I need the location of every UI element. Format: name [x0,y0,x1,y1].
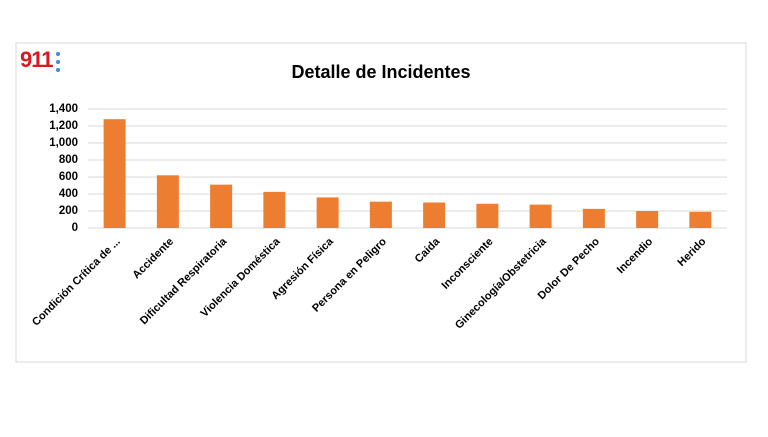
y-tick-label: 800 [59,154,78,166]
bar [103,119,126,228]
bar [369,201,392,228]
y-tick-label: 1,200 [49,120,78,132]
logo-dot [56,52,60,56]
bar [689,211,712,228]
y-tick-label: 1,400 [49,103,78,115]
y-tick-label: 600 [59,171,78,183]
bar [156,175,179,228]
bar [423,202,446,228]
y-tick-label: 200 [59,205,78,217]
y-tick-label: 400 [59,188,78,200]
bar [582,208,605,228]
logo-dot [56,68,60,72]
y-tick-label: 0 [72,222,78,234]
bar [529,204,552,228]
bar [316,197,339,228]
bar [263,191,286,228]
y-tick-label: 1,000 [49,137,78,149]
logo: 911 [20,47,53,72]
bar [636,211,659,228]
bar [476,203,499,228]
logo-dot [56,60,60,64]
bar [210,184,233,228]
chart-title: Detalle de Incidentes [291,62,470,82]
